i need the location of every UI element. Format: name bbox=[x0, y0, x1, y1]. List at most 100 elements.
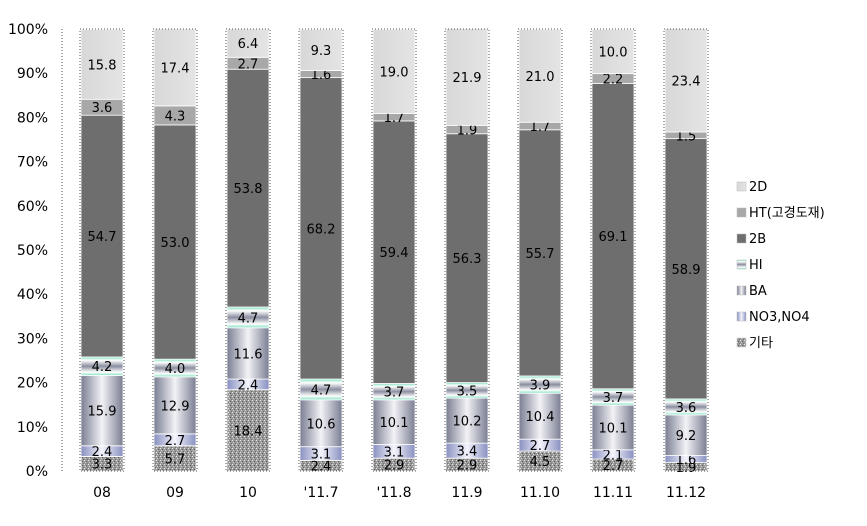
bar-segment-2b bbox=[299, 77, 343, 380]
bar-segment-2b bbox=[153, 124, 197, 360]
data-label: 15.9 bbox=[88, 405, 117, 420]
x-tick-label: 08 bbox=[93, 485, 111, 501]
data-label: 2.9 bbox=[457, 459, 478, 474]
bar-segment-etc bbox=[226, 389, 270, 472]
x-tick-label: 11.12 bbox=[666, 485, 706, 501]
bar-segment-ba bbox=[226, 327, 270, 380]
data-label: 68.2 bbox=[307, 222, 336, 237]
data-label: 3.1 bbox=[311, 448, 332, 463]
data-label: 10.6 bbox=[307, 417, 336, 432]
y-tick-label: 20% bbox=[17, 376, 48, 392]
data-label: 54.7 bbox=[88, 230, 117, 245]
legend-swatch-hi bbox=[736, 259, 747, 270]
y-tick-label: 90% bbox=[17, 66, 48, 82]
bar-segment-2d bbox=[518, 29, 562, 123]
legend-swatch-ba bbox=[736, 285, 747, 296]
data-label: 4.0 bbox=[165, 362, 186, 377]
data-label: 58.9 bbox=[672, 263, 701, 278]
x-tick-label: 11.9 bbox=[451, 485, 482, 501]
bar-outline bbox=[225, 28, 271, 472]
data-label: 17.4 bbox=[161, 61, 190, 76]
bar-outline bbox=[517, 28, 563, 472]
legend-label-2d: 2D bbox=[749, 180, 767, 195]
data-label: 10.4 bbox=[526, 410, 555, 425]
y-tick-label: 0% bbox=[26, 464, 48, 480]
bar-outline bbox=[152, 28, 198, 472]
bar-segment-2b bbox=[372, 120, 416, 384]
data-label: 2.4 bbox=[238, 378, 259, 393]
data-label: 2.7 bbox=[238, 57, 259, 72]
legend-label-ht: HT(고경도재) bbox=[749, 206, 825, 221]
bar-segment-2d bbox=[226, 28, 270, 58]
data-label: 6.4 bbox=[238, 37, 259, 52]
bar-segment-2d bbox=[153, 28, 197, 107]
data-label: 53.8 bbox=[234, 182, 263, 197]
data-label: 2.1 bbox=[603, 448, 624, 463]
data-label: 1.9 bbox=[676, 461, 697, 476]
y-tick-label: 50% bbox=[17, 243, 48, 259]
data-label: 53.0 bbox=[161, 236, 190, 251]
data-label: 2.9 bbox=[384, 459, 405, 474]
bar-segment-ba bbox=[299, 399, 343, 448]
data-label: 21.0 bbox=[526, 70, 555, 85]
y-tick-label: 30% bbox=[17, 331, 48, 347]
x-tick-label: 11.11 bbox=[593, 485, 633, 501]
x-tick-label: 10 bbox=[239, 485, 257, 501]
data-label: 3.9 bbox=[530, 379, 551, 394]
bar-segment-2b bbox=[518, 129, 562, 377]
x-tick-label: 09 bbox=[166, 485, 184, 501]
data-label: 4.3 bbox=[165, 109, 186, 124]
data-label: 10.1 bbox=[380, 416, 409, 431]
data-label: 2.7 bbox=[165, 434, 186, 449]
data-label: 21.9 bbox=[453, 71, 482, 86]
data-label: 5.7 bbox=[165, 452, 186, 467]
data-label: 10.1 bbox=[599, 421, 628, 436]
bar-segment-ba bbox=[591, 404, 635, 451]
legend-swatch-no3-no4 bbox=[736, 311, 747, 322]
bar-segment-ba bbox=[372, 399, 416, 445]
data-label: 3.7 bbox=[603, 391, 624, 406]
data-label: 1.7 bbox=[530, 120, 551, 135]
y-tick-label: 10% bbox=[17, 420, 48, 436]
data-label: 4.7 bbox=[238, 311, 259, 326]
bar-outline bbox=[79, 28, 125, 472]
bar-segment-2d bbox=[445, 28, 489, 126]
data-label: 18.4 bbox=[234, 424, 263, 439]
data-label: 2.2 bbox=[603, 73, 624, 88]
data-label: 2.7 bbox=[603, 459, 624, 474]
data-label: 3.6 bbox=[676, 401, 697, 416]
data-label: 1.5 bbox=[676, 129, 697, 144]
bar-segment-2b bbox=[591, 82, 635, 390]
data-label: 4.2 bbox=[92, 360, 113, 375]
bar-segment-2b bbox=[445, 133, 489, 383]
data-label: 10.0 bbox=[599, 46, 628, 61]
data-label: 3.4 bbox=[457, 445, 478, 460]
data-label: 69.1 bbox=[599, 230, 628, 245]
data-label: 3.7 bbox=[384, 386, 405, 401]
bar-outline bbox=[663, 28, 709, 472]
data-label: 4.7 bbox=[311, 383, 332, 398]
bars-group: 3.32.415.94.254.73.615.85.72.712.94.053.… bbox=[79, 28, 709, 476]
y-tick-label: 100% bbox=[8, 22, 48, 38]
legend: 2D HT(고경도재) 2B HI BA NO3,NO4 기타 bbox=[736, 180, 825, 351]
data-label: 2.7 bbox=[530, 439, 551, 454]
data-label: 10.2 bbox=[453, 415, 482, 430]
data-label: 56.3 bbox=[453, 252, 482, 267]
data-label: 1.9 bbox=[457, 124, 478, 139]
data-label: 1.6 bbox=[311, 68, 332, 83]
bar-outline bbox=[590, 28, 636, 472]
y-tick-label: 60% bbox=[17, 199, 48, 215]
data-label: 12.9 bbox=[161, 399, 190, 414]
x-tick-label: '11.8 bbox=[376, 485, 411, 501]
data-label: 3.3 bbox=[92, 458, 113, 473]
legend-swatch-ht bbox=[736, 207, 747, 218]
bar-segment-ba bbox=[664, 414, 708, 456]
data-label: 3.6 bbox=[92, 101, 113, 116]
legend-label-ba: BA bbox=[749, 284, 767, 299]
data-label: 15.8 bbox=[88, 58, 117, 73]
legend-label-etc: 기타 bbox=[749, 336, 773, 351]
x-tick-label: '11.7 bbox=[303, 485, 338, 501]
data-label: 2.4 bbox=[92, 445, 113, 460]
bar-segment-2d bbox=[80, 29, 124, 100]
